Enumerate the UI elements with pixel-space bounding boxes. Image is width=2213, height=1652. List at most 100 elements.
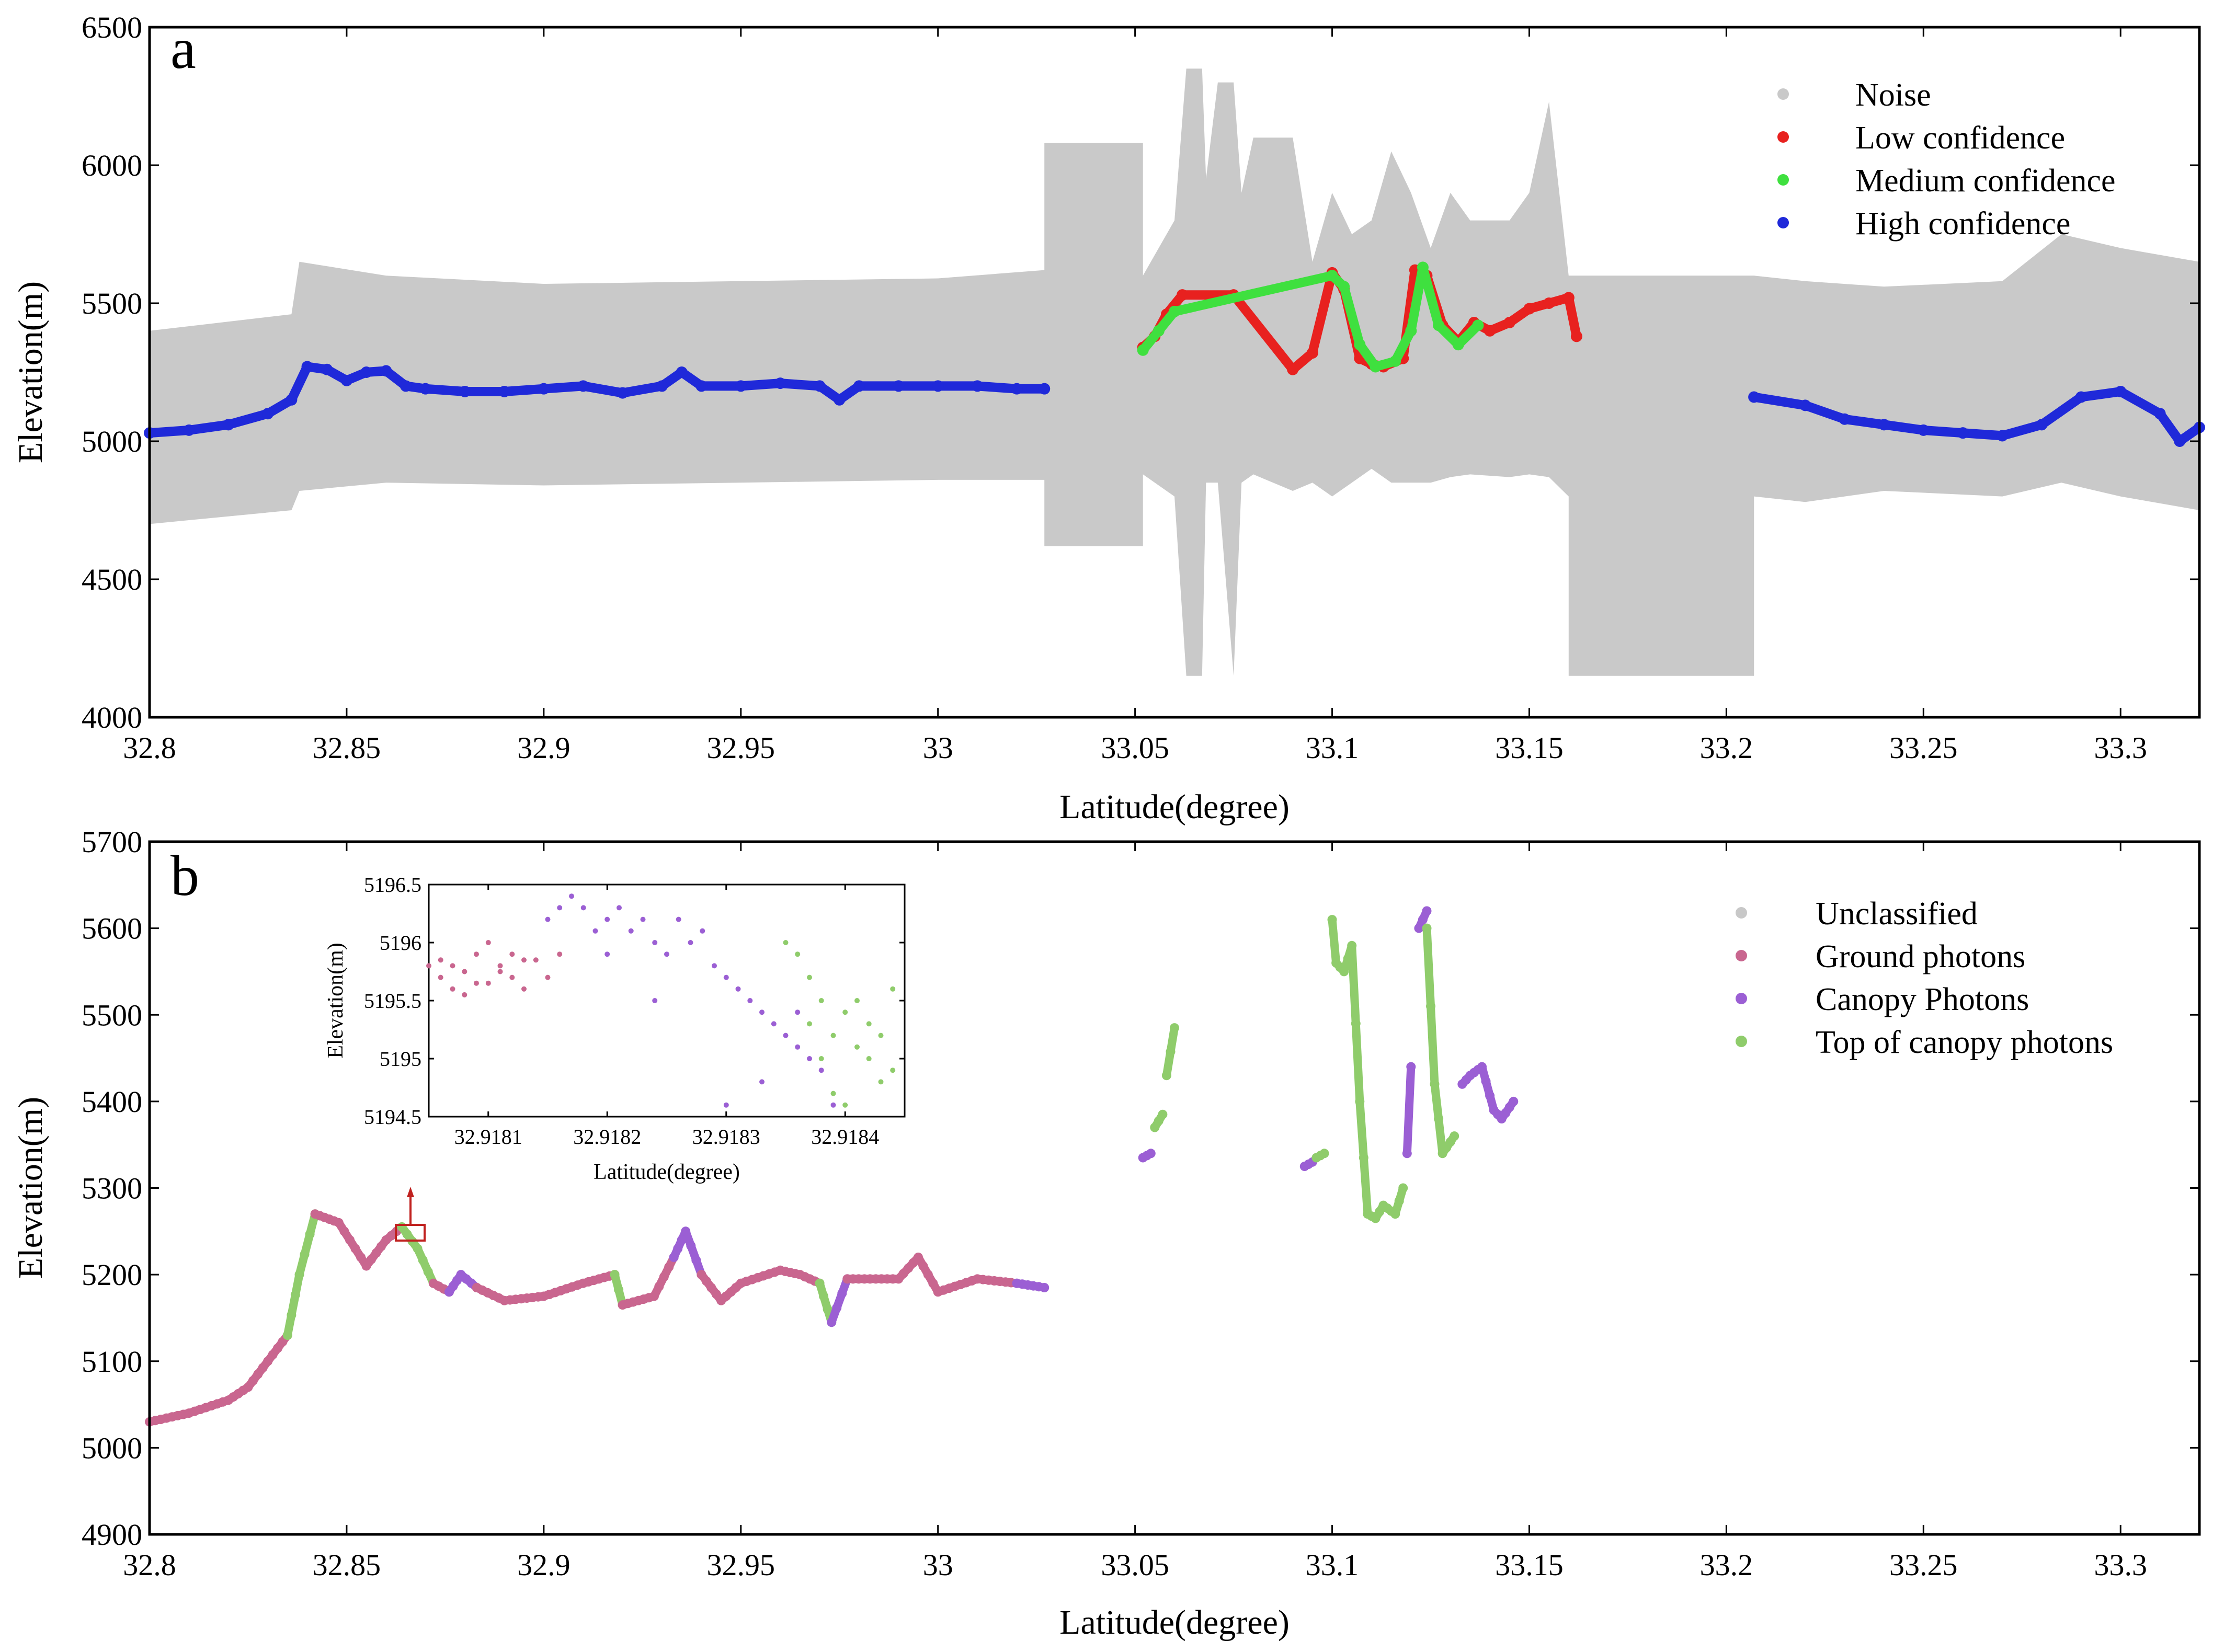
point-medium-confidence (1472, 319, 1484, 331)
point-canopy-photon (1509, 1096, 1519, 1106)
panel-b-x-tick-label: 33.1 (1306, 1548, 1359, 1582)
point-top-photon (614, 1285, 624, 1295)
inset-point-canopy-photons (759, 1009, 765, 1015)
panel-b-series (145, 906, 1519, 1427)
panel-a-y-tick-label: 5500 (82, 286, 142, 320)
panel-a-x-tick-label: 32.8 (123, 731, 176, 765)
point-low-confidence (1503, 316, 1515, 328)
inset-point-ground-photons (462, 969, 467, 974)
panel-b-y-tick-label: 5700 (82, 825, 142, 859)
legend-marker-low-confidence (1777, 131, 1789, 143)
point-canopy-photon (1477, 1062, 1487, 1072)
point-canopy-photon (677, 1235, 687, 1245)
panel-a-label: a (170, 17, 196, 81)
point-top-photon (1170, 1023, 1179, 1033)
inset-point-canopy-photons (569, 893, 574, 899)
panel-a-axis-ticks: 32.8 32.85 32.9 32.95 33 33.05 33.1 33.15 33.2 33… (82, 10, 2199, 765)
panel-a-x-tick-label: 32.85 (313, 731, 381, 765)
inset-x-axis-label: Latitude(degree) (594, 1160, 740, 1184)
point-top-photon (1351, 1018, 1361, 1028)
point-high-confidence (617, 387, 629, 399)
inset-point-top-of-canopy-photons (807, 1021, 812, 1027)
point-ground-photon (914, 1253, 923, 1262)
point-high-confidence (340, 374, 352, 386)
point-canopy-photon (1406, 1062, 1416, 1072)
point-canopy-photon (1040, 1283, 1050, 1292)
point-ground-photon (371, 1248, 381, 1258)
panel-b-y-tick-label: 5400 (82, 1085, 142, 1119)
panel-b-label: b (170, 844, 199, 908)
point-top-photon (1327, 915, 1337, 925)
point-top-photon (1319, 1149, 1329, 1158)
inset-point-top-of-canopy-photons (783, 940, 789, 945)
inset-point-canopy-photons (783, 1032, 789, 1038)
point-ground-photon (918, 1261, 928, 1271)
inset-point-top-of-canopy-photons (830, 1032, 836, 1038)
inset-point-canopy-photons (545, 916, 551, 922)
series-ground-photons (145, 1331, 292, 1426)
point-top-photon (305, 1229, 315, 1239)
panel-a-x-tick-label: 33.2 (1700, 731, 1753, 765)
point-high-confidence (262, 408, 274, 420)
inset-point-canopy-photons (818, 1068, 824, 1073)
point-high-confidence (1839, 413, 1851, 425)
inset-point-top-of-canopy-photons (795, 951, 801, 957)
point-ground-photon (339, 1226, 349, 1236)
point-canopy-photon (686, 1241, 696, 1251)
inset-point-ground-photons (533, 957, 539, 963)
legend-marker-high-confidence (1777, 217, 1789, 228)
point-canopy-photon (827, 1317, 837, 1327)
point-top-photon (290, 1290, 300, 1300)
point-high-confidence (2075, 391, 2087, 403)
legend-marker-ground-photons (1736, 950, 1747, 961)
point-ground-photon (711, 1289, 721, 1299)
point-canopy-photon (681, 1226, 691, 1236)
point-ground-photon (706, 1283, 716, 1292)
point-top-photon (1359, 1153, 1368, 1163)
point-top-photon (418, 1255, 428, 1265)
panel-b-y-axis-label: Elevation(m) (12, 1097, 50, 1279)
inset-point-top-of-canopy-photons (866, 1021, 872, 1027)
panel-b-x-tick-label: 33.15 (1495, 1548, 1564, 1582)
panel-a-y-tick-label: 4000 (82, 701, 142, 735)
point-ground-photon (248, 1376, 258, 1385)
point-ground-photon (243, 1382, 253, 1392)
point-high-confidence (498, 385, 510, 397)
panel-a-x-tick-label: 33.15 (1495, 731, 1564, 765)
panel-b-y-tick-label: 5100 (82, 1345, 142, 1379)
point-top-photon (1394, 1196, 1404, 1206)
inset-point-ground-photons (485, 980, 491, 986)
panel-b-x-tick-label: 32.85 (313, 1548, 381, 1582)
panel-a-x-tick-label: 33 (923, 731, 953, 765)
point-high-confidence (932, 380, 944, 392)
point-top-photon (1343, 954, 1353, 963)
point-low-confidence (1570, 330, 1582, 342)
inset-y-tick-label: 5195 (380, 1047, 421, 1071)
point-ground-photon (350, 1244, 360, 1254)
point-high-confidence (301, 361, 313, 373)
point-high-confidence (1748, 391, 1760, 403)
point-ground-photon (367, 1255, 376, 1265)
inset-x-tick-label: 32.9183 (692, 1125, 760, 1149)
point-medium-confidence (1405, 325, 1417, 337)
inset-y-axis-label: Elevation(m) (324, 943, 348, 1059)
panel-a-x-tick-label: 32.9 (517, 731, 571, 765)
point-high-confidence (972, 380, 984, 392)
point-top-photon (1390, 1209, 1400, 1219)
inset-point-ground-photons (474, 980, 479, 986)
inset-point-top-of-canopy-photons (854, 1044, 860, 1050)
inset-point-canopy-photons (795, 1009, 801, 1015)
panel-a-y-tick-label: 5000 (82, 425, 142, 458)
inset-point-canopy-photons (592, 928, 598, 934)
point-ground-photon (361, 1261, 371, 1271)
noise-band (150, 68, 2199, 676)
inset-series (426, 893, 896, 1108)
point-canopy-photon (1418, 915, 1428, 925)
inset-point-top-of-canopy-photons (878, 1032, 884, 1038)
panel-b-y-tick-label: 5300 (82, 1172, 142, 1206)
inset-point-top-of-canopy-photons (818, 998, 824, 1003)
point-medium-confidence (1354, 339, 1366, 351)
inset-point-canopy-photons (723, 974, 729, 980)
point-top-photon (413, 1244, 423, 1254)
